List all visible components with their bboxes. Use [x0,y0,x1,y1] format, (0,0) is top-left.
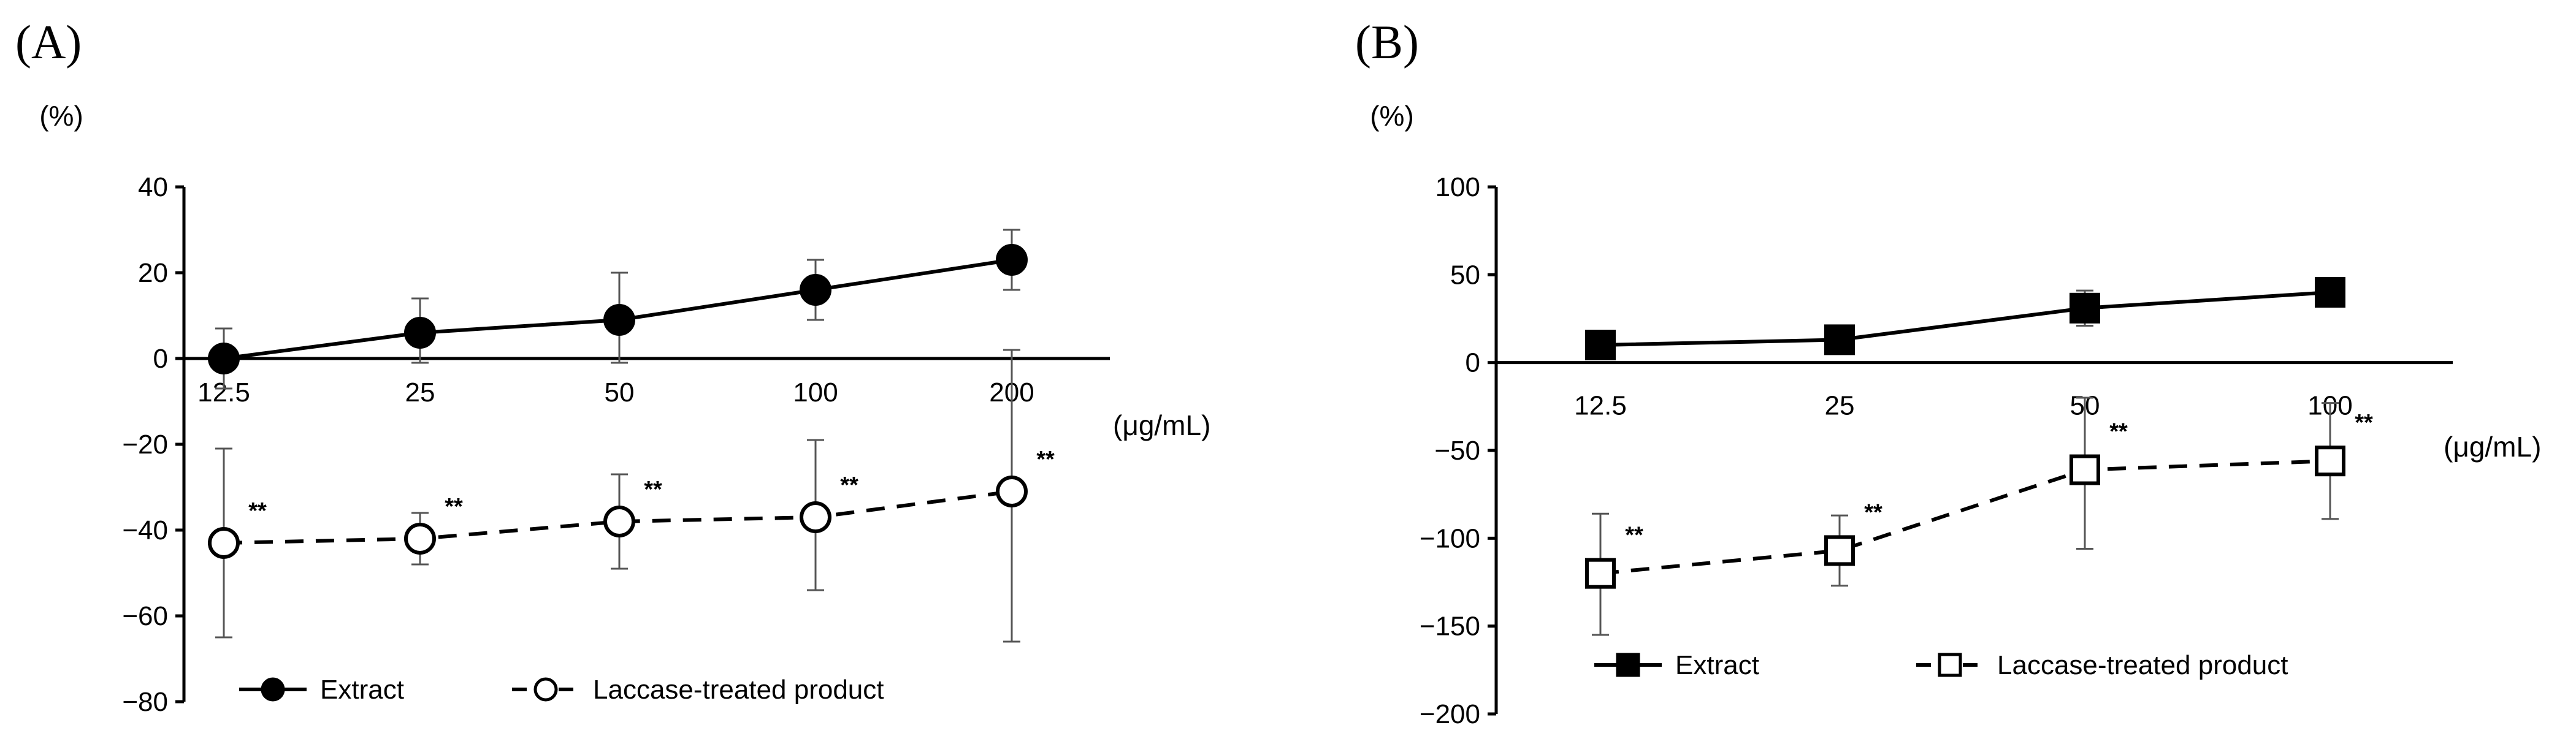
legend-label: Extract [1675,650,1759,680]
series-line [1600,459,2331,575]
x-tick-label: 12.5 [1574,391,1627,421]
data-point [996,244,1028,276]
legend-marker [1938,653,1962,677]
data-point [800,274,831,306]
significance-marker: ** [248,498,267,524]
significance-marker: ** [840,472,858,498]
y-axis-unit: (%) [39,100,83,132]
significance-marker: ** [1864,499,1882,525]
series-extract [1585,277,2345,360]
panel-label: (B) [1355,15,1419,69]
series-line [223,490,1012,545]
data-point [800,501,831,533]
y-tick-label: 0 [1466,348,1480,378]
significance-marker: ** [1036,447,1055,472]
y-tick-label: −200 [1420,699,1480,729]
y-tick-label: −80 [122,687,168,717]
series-extract [208,229,1028,390]
data-point [404,317,436,349]
series-laccase-treated-product: ** ** ** ** ** [208,349,1055,643]
y-tick-label: −150 [1420,612,1480,642]
significance-marker: ** [644,477,662,503]
x-axis-unit: (μg/mL) [2444,431,2541,463]
y-tick-label: 40 [138,172,168,202]
x-tick-label: 25 [1825,391,1855,421]
significance-marker: ** [445,494,463,520]
data-point [996,476,1028,507]
y-tick-label: −60 [122,601,168,631]
y-tick-label: 50 [1450,260,1480,290]
significance-marker: ** [2109,419,2128,445]
data-point [208,527,240,559]
x-axis-unit: (μg/mL) [1113,409,1210,441]
panel-label: (A) [15,15,82,69]
y-axis-unit: (%) [1370,100,1414,132]
legend-label: Laccase-treated product [1997,650,2288,680]
y-tick-label: 0 [153,344,168,374]
legend-marker [533,677,558,702]
significance-marker: ** [1625,523,1643,548]
legend-label: Laccase-treated product [593,675,884,705]
data-point [208,343,240,374]
legend: Extract Laccase-treated product [1594,650,2288,680]
data-point [1585,558,1616,589]
legend-marker [1616,653,1640,677]
data-point [1585,330,1616,360]
y-tick-label: −40 [122,515,168,545]
x-tick-label: 50 [605,377,635,408]
y-tick-label: −100 [1420,523,1480,553]
y-tick-label: −50 [1434,436,1480,466]
data-point [1824,535,1855,566]
data-point [603,304,635,336]
legend-label: Extract [320,675,404,705]
data-point [404,523,436,555]
data-point [2315,446,2345,477]
y-tick-label: 100 [1435,172,1480,202]
y-tick-label: −20 [122,430,168,460]
data-point [2070,292,2100,324]
significance-marker: ** [2355,410,2373,436]
data-point [603,506,635,537]
y-tick-label: 20 [138,258,168,288]
series-line [1600,290,2331,347]
data-point [2315,277,2345,308]
x-tick-label: 100 [793,377,838,408]
data-point [2070,454,2100,485]
data-point [1824,324,1855,355]
series-laccase-treated-product: ** ** ** ** [1585,396,2373,636]
legend-marker [261,677,285,702]
x-tick-label: 25 [405,377,435,408]
legend: Extract Laccase-treated product [239,675,884,705]
